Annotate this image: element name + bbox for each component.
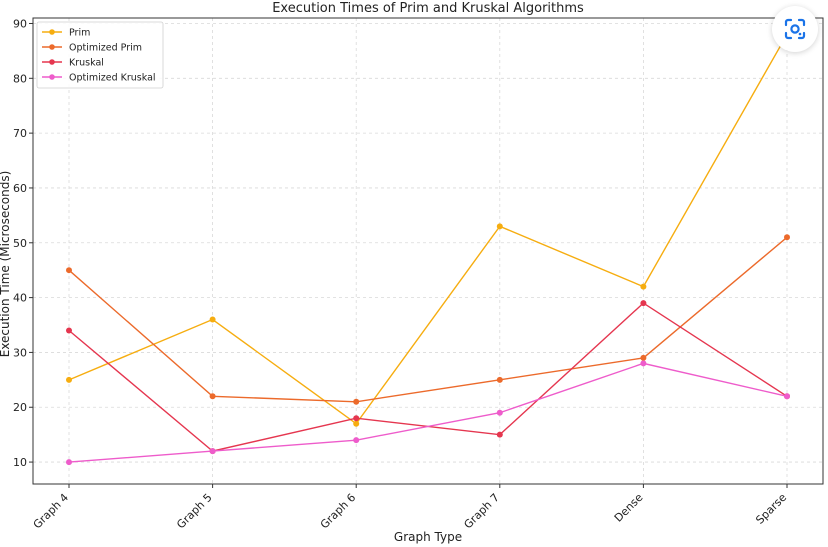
plot-frame [32, 17, 824, 485]
data-point-optimized-kruskal [640, 360, 647, 367]
x-axis-label: Graph Type [394, 530, 462, 544]
y-tick-label: 20 [13, 401, 27, 414]
google-lens-icon [784, 18, 806, 40]
data-point-optimized-kruskal [784, 393, 790, 400]
y-axis-label: Execution Time (Microseconds) [0, 171, 12, 358]
data-point-optimized-prim [209, 393, 216, 400]
x-tick-label: Graph 4 [31, 491, 71, 531]
data-point-prim [496, 223, 503, 230]
data-point-kruskal [353, 415, 360, 422]
legend-label-optimized-prim: Optimized Prim [69, 43, 142, 54]
data-point-optimized-prim [784, 234, 790, 241]
data-point-prim [66, 376, 72, 383]
legend-marker-optimized-kruskal [49, 74, 55, 80]
data-point-optimized-prim [640, 354, 647, 361]
series-line-optimized-kruskal [68, 362, 788, 463]
legend-marker-prim [49, 29, 55, 35]
y-tick-label: 40 [13, 292, 27, 305]
data-point-optimized-kruskal [66, 459, 72, 466]
x-tick-label: Dense [612, 491, 646, 525]
series-line-optimized-prim [68, 236, 788, 403]
x-axis-ticks: Graph 4 Graph 5 Graph 6 Graph 7 Dense Sparse [31, 484, 789, 531]
legend-marker-kruskal [49, 59, 55, 65]
data-point-optimized-kruskal [353, 437, 360, 444]
data-point-optimized-prim [66, 267, 72, 274]
x-tick-label: Sparse [753, 491, 789, 527]
y-tick-label: 30 [13, 346, 27, 359]
data-point-kruskal [66, 327, 72, 334]
legend-label-kruskal: Kruskal [69, 58, 104, 69]
legend-label-prim: Prim [69, 28, 90, 39]
x-tick-label: Graph 5 [174, 491, 214, 531]
legend-label-optimized-kruskal: Optimized Kruskal [69, 73, 156, 84]
y-tick-label: 50 [13, 237, 27, 250]
series-line-prim [68, 34, 788, 425]
y-axis-ticks: 10 20 30 40 50 60 70 80 90 [13, 17, 33, 469]
data-point-optimized-prim [496, 376, 503, 383]
y-tick-label: 90 [13, 17, 27, 30]
x-tick-label: Graph 7 [461, 491, 501, 531]
y-tick-label: 70 [13, 127, 27, 140]
data-point-kruskal [496, 431, 503, 438]
data-point-optimized-prim [353, 398, 360, 405]
google-lens-button[interactable] [772, 6, 818, 52]
data-point-prim [209, 316, 216, 323]
legend: Prim Optimized Prim Kruskal Optimized Krusk… [36, 21, 164, 89]
y-tick-label: 10 [13, 456, 27, 469]
y-tick-label: 80 [13, 72, 27, 85]
legend-marker-optimized-prim [49, 44, 55, 50]
axes [32, 17, 824, 485]
y-tick-label: 60 [13, 182, 27, 195]
data-point-optimized-kruskal [496, 409, 503, 416]
legend-box [36, 21, 164, 89]
data-point-kruskal [640, 300, 647, 307]
data-point-optimized-kruskal [209, 448, 216, 455]
series-group [66, 31, 790, 466]
x-tick-label: Graph 6 [318, 491, 358, 531]
data-point-prim [353, 420, 360, 427]
chart-title: Execution Times of Prim and Kruskal Algo… [272, 1, 584, 16]
data-point-prim [640, 283, 647, 290]
